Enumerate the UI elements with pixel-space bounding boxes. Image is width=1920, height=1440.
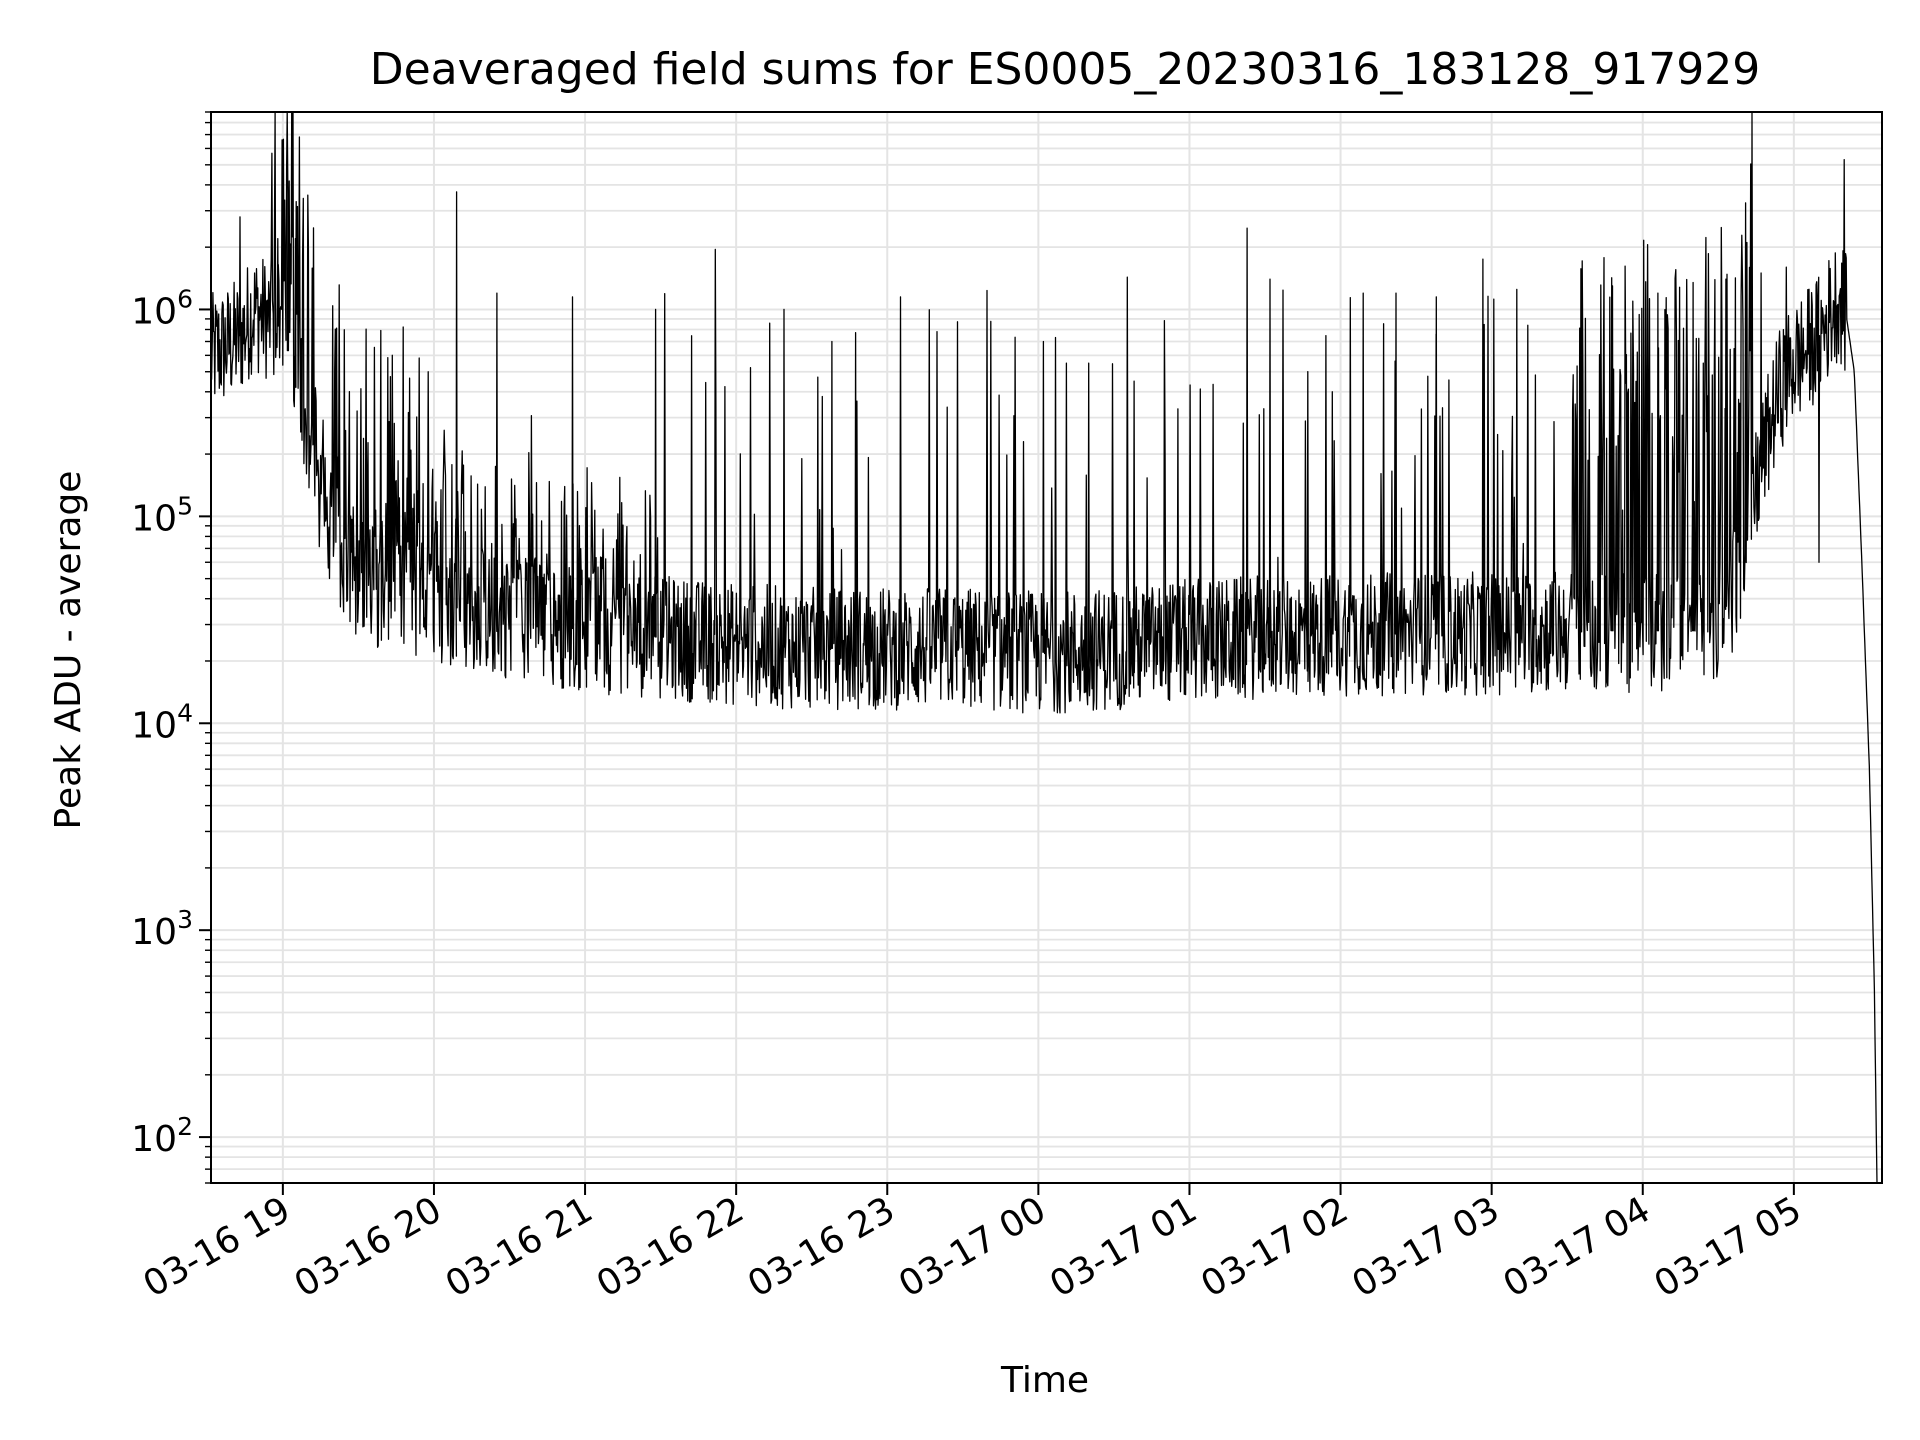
y-tick-label-base: 10 [131, 498, 177, 539]
y-tick-label-exponent: 5 [177, 491, 193, 520]
y-tick-label-exponent: 3 [177, 905, 193, 934]
y-tick-label-exponent: 6 [177, 284, 193, 313]
y-tick-label-base: 10 [131, 705, 177, 746]
y-tick-label-base: 10 [131, 291, 177, 332]
y-tick-label: 105 [131, 491, 193, 539]
y-tick-label-base: 10 [131, 912, 177, 953]
chart-title: Deaveraged field sums for ES0005_2023031… [370, 44, 1761, 95]
series-line [211, 112, 1878, 1183]
y-tick-label-exponent: 4 [177, 698, 193, 727]
y-tick-label: 104 [131, 698, 193, 746]
y-tick-label: 103 [131, 905, 193, 953]
x-axis-label: Time [1000, 1360, 1089, 1401]
plot-frame [210, 111, 1883, 1184]
series-area [211, 112, 1878, 1183]
y-tick-label: 106 [131, 284, 193, 332]
y-tick-label: 102 [131, 1112, 193, 1160]
y-tick-label-base: 10 [131, 1119, 177, 1160]
y-tick-label-exponent: 2 [177, 1112, 193, 1141]
y-axis-label: Peak ADU - average [48, 471, 89, 830]
